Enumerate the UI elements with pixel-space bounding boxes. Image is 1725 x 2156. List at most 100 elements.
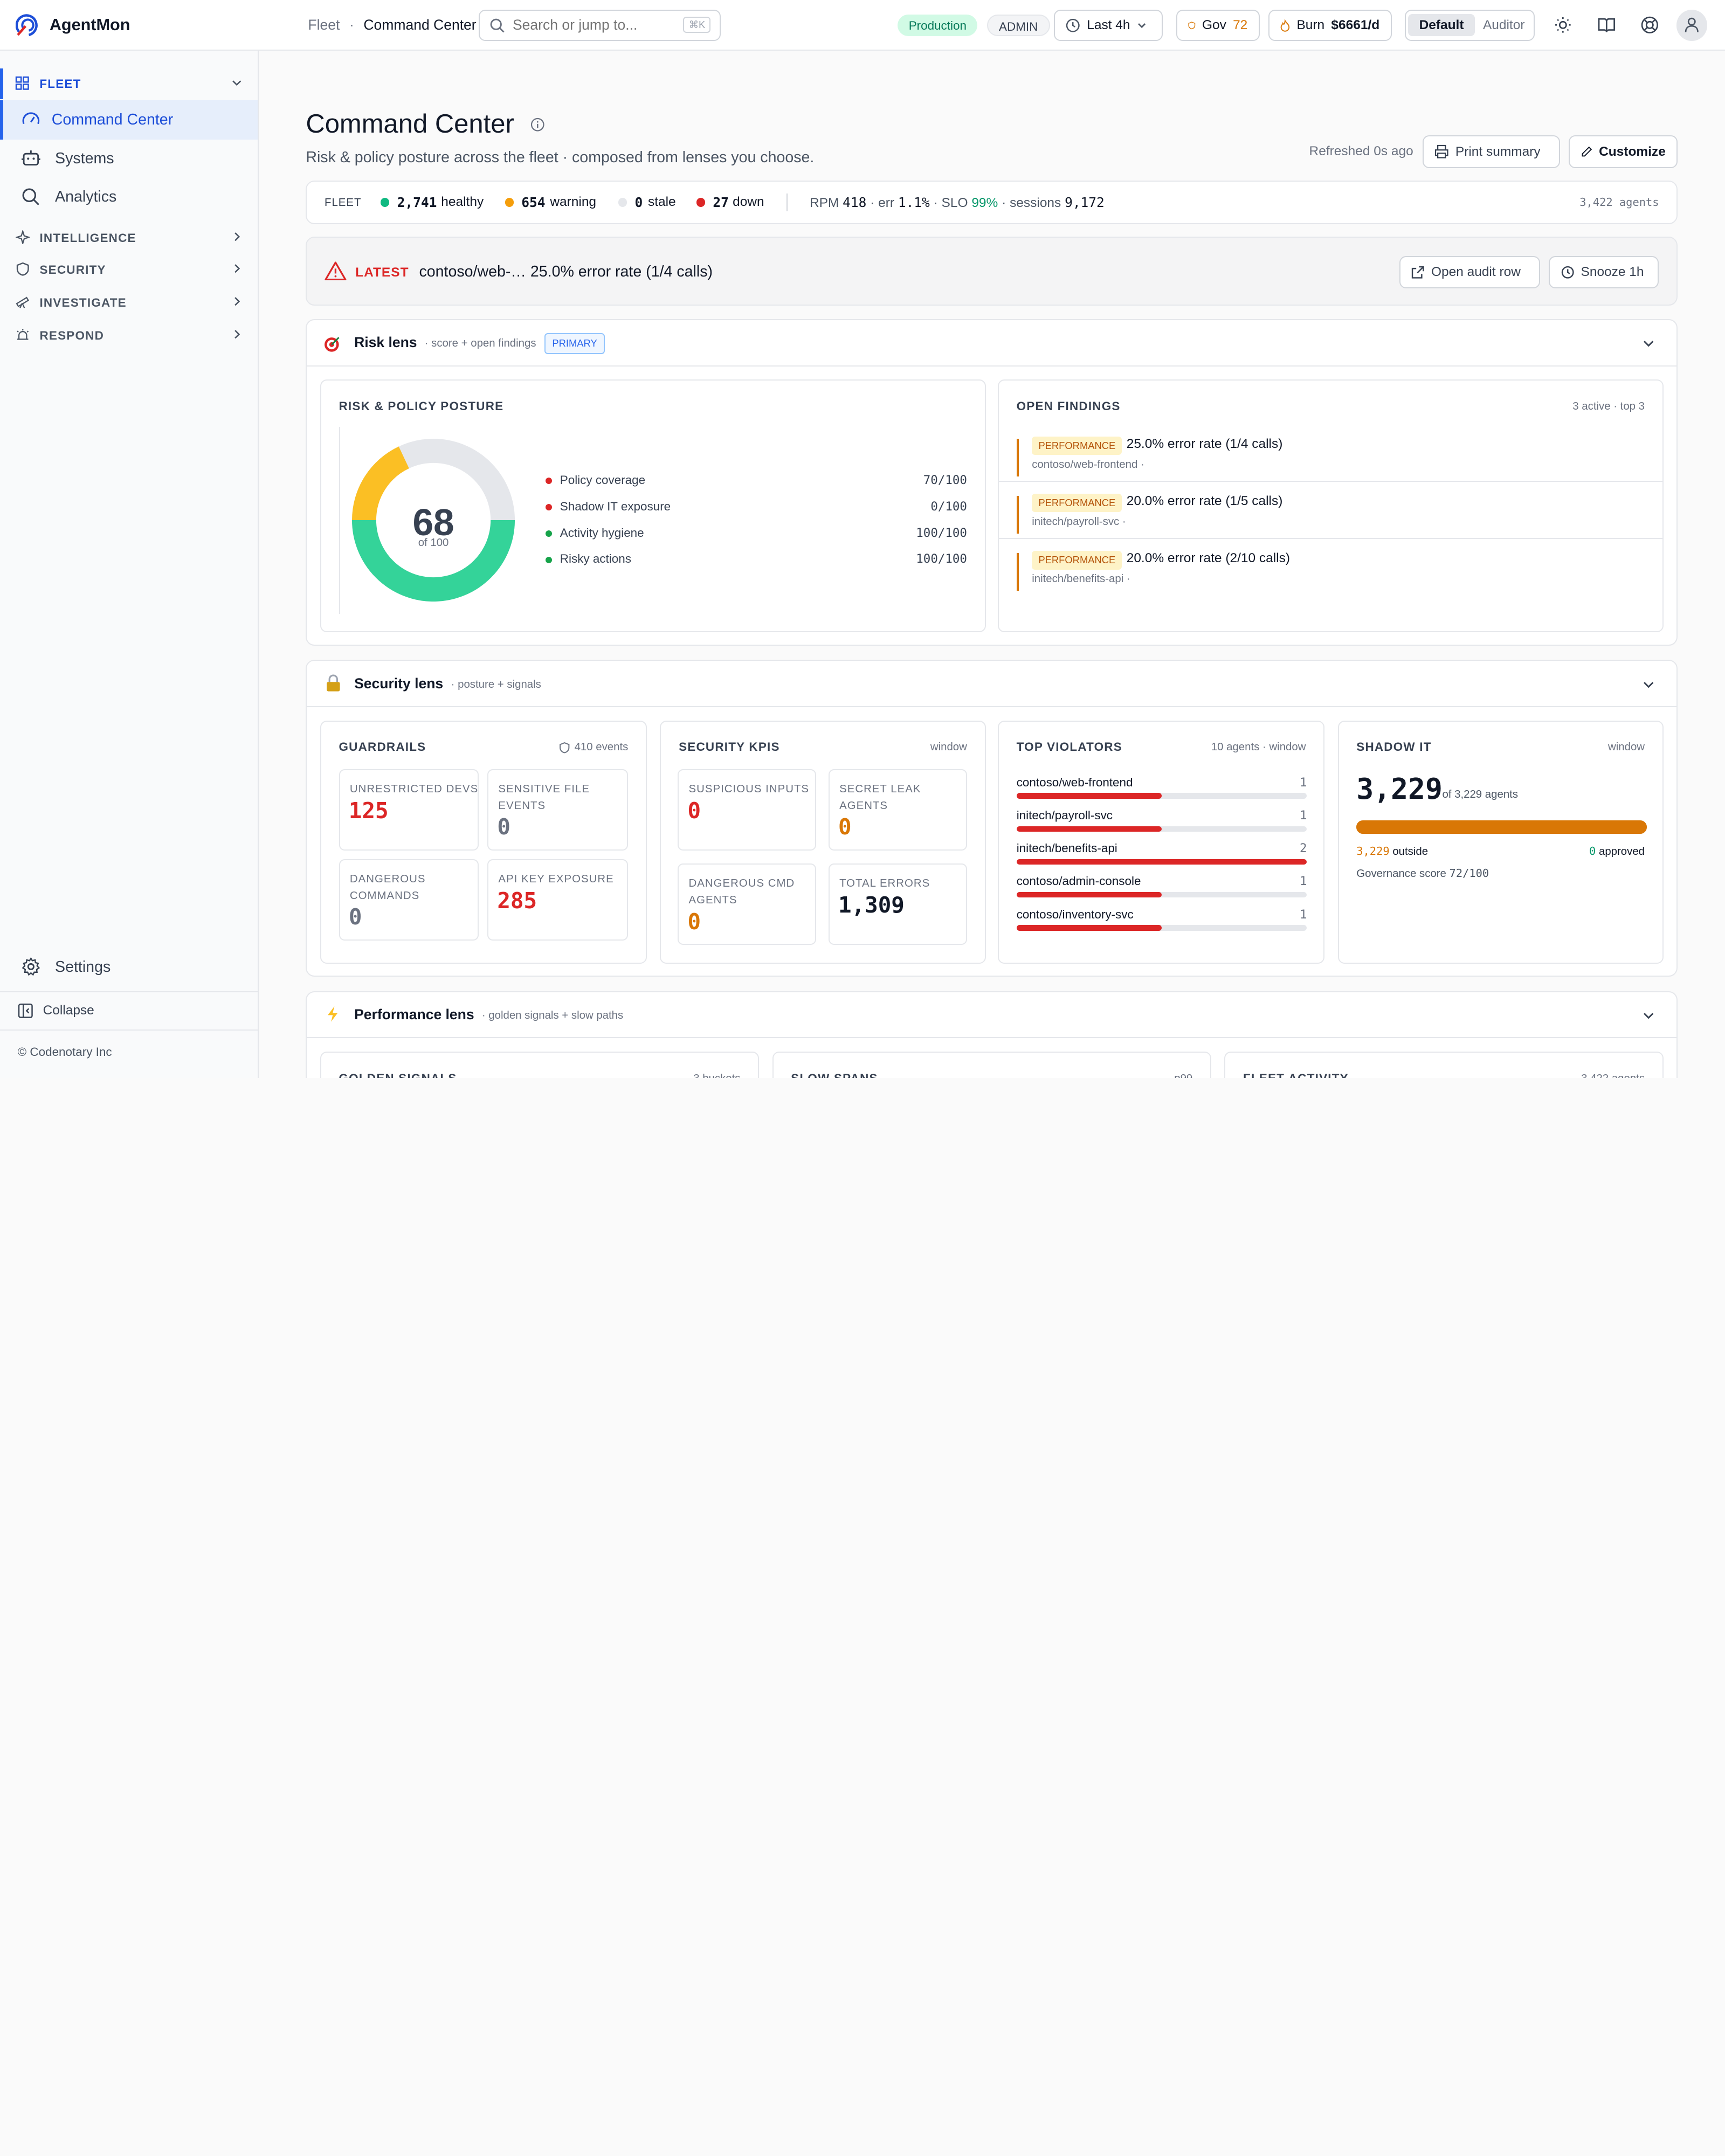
kpi-value: 0	[838, 814, 852, 840]
book-icon[interactable]	[1597, 16, 1616, 34]
sidebar-group-fleet[interactable]: FLEET	[0, 68, 258, 99]
breadcrumb-fleet[interactable]: Fleet	[308, 16, 340, 33]
kpi-tile[interactable]: SUSPICIOUS INPUTS 0	[678, 769, 817, 851]
gear-icon	[22, 957, 40, 976]
sidebar-group-respond[interactable]: RESPOND	[0, 320, 258, 351]
violator-name: contoso/inventory-svc	[1016, 907, 1134, 921]
kpi-value: 285	[497, 887, 537, 914]
performance-lens-header[interactable]: Performance lens · golden signals + slow…	[307, 992, 1677, 1039]
stale-dot	[618, 198, 627, 207]
app-logo[interactable]: AgentMon	[15, 13, 130, 37]
risk-lens-desc: · score + open findings	[424, 337, 536, 350]
view-auditor-button[interactable]: Auditor	[1482, 17, 1525, 32]
violator-bar-track	[1016, 793, 1307, 799]
finding-source: initech/payroll-svc ·	[1032, 516, 1126, 528]
chevron-down-icon[interactable]	[1643, 337, 1654, 349]
chevron-down-icon[interactable]	[1643, 679, 1654, 690]
open-audit-row-button[interactable]: Open audit row	[1399, 256, 1541, 288]
burn-label: Burn	[1296, 17, 1325, 32]
lightning-icon	[328, 1006, 338, 1022]
kpi-label: DANGEROUS COMMANDS	[349, 873, 426, 902]
finding-title: 20.0% error rate (1/5 calls)	[1126, 494, 1283, 509]
finding-item[interactable]: PERFORMANCE 20.0% error rate (2/10 calls)…	[1016, 549, 1661, 606]
burn-rate-button[interactable]: Burn $6661/d	[1268, 10, 1392, 41]
kpi-value: 0	[687, 908, 701, 935]
flame-icon	[1281, 18, 1290, 32]
finding-divider	[999, 480, 1662, 482]
security-lens-desc: · posture + signals	[451, 679, 541, 691]
sidebar-item-label: Systems	[55, 149, 114, 167]
finding-item[interactable]: PERFORMANCE 25.0% error rate (1/4 calls) c…	[1016, 434, 1661, 492]
external-link-icon	[1412, 266, 1424, 279]
open-findings-meta: 3 active · top 3	[1572, 400, 1645, 412]
violator-row[interactable]: contoso/admin-console 1	[1016, 874, 1307, 907]
shadow-outside-value: 3,229	[1356, 845, 1390, 858]
top-violators-card: TOP VIOLATORS 10 agents · window	[998, 720, 1325, 964]
finding-title: 25.0% error rate (1/4 calls)	[1126, 437, 1283, 452]
slo-label: · SLO	[933, 196, 968, 211]
gov-score-button[interactable]: Gov 72	[1176, 10, 1260, 41]
security-lens-header[interactable]: Security lens · posture + signals	[307, 661, 1677, 708]
breadcrumb: Fleet · Command Center	[308, 17, 476, 33]
chevron-down-icon[interactable]	[1643, 1010, 1654, 1021]
print-summary-button[interactable]: Print summary	[1422, 135, 1560, 169]
security-kpis-title: SECURITY KPIS	[679, 740, 780, 754]
kpi-tile[interactable]: SECRET LEAK AGENTS 0	[828, 769, 967, 851]
healthy-count: 2,741	[397, 195, 437, 211]
kpi-label: SENSITIVE FILE EVENTS	[498, 783, 590, 812]
violator-bar-fill	[1016, 925, 1162, 931]
violator-row[interactable]: initech/payroll-svc 1	[1016, 808, 1307, 841]
latest-label: LATEST	[355, 265, 409, 280]
metric-label: Policy coverage	[560, 473, 646, 487]
violator-row[interactable]: initech/benefits-api 2	[1016, 841, 1307, 874]
page-title: Command Center	[306, 109, 514, 139]
shadow-it-approved: 0 approved	[1589, 845, 1645, 858]
kpi-tile[interactable]: DANGEROUS CMD AGENTS 0	[678, 863, 817, 945]
sun-icon[interactable]	[1554, 16, 1572, 34]
kpi-tile[interactable]: SENSITIVE FILE EVENTS 0	[487, 769, 629, 851]
collapse-button[interactable]: Collapse	[18, 1003, 94, 1019]
sidebar-group-security[interactable]: SECURITY	[0, 254, 258, 285]
down-count: 27	[713, 195, 729, 211]
user-avatar[interactable]	[1676, 10, 1708, 41]
violator-row[interactable]: contoso/inventory-svc 1	[1016, 907, 1307, 941]
time-range-select[interactable]: Last 4h	[1054, 10, 1163, 41]
finding-category-tag: PERFORMANCE	[1032, 494, 1122, 513]
kpi-tile[interactable]: UNRESTRICTED DEVS 125	[339, 769, 479, 851]
customize-button[interactable]: Customize	[1569, 135, 1678, 169]
search-box[interactable]: ⌘K	[478, 10, 721, 41]
shadow-it-bar-fill	[1356, 820, 1647, 834]
sparkle-icon	[15, 230, 30, 245]
finding-item[interactable]: PERFORMANCE 20.0% error rate (1/5 calls) i…	[1016, 492, 1661, 549]
kpi-label: DANGEROUS CMD AGENTS	[688, 877, 795, 907]
telescope-icon	[16, 296, 29, 308]
golden-signals-meta: 3 buckets	[693, 1073, 740, 1078]
kpi-tile[interactable]: DANGEROUS COMMANDS 0	[339, 859, 479, 941]
shield-icon	[560, 742, 570, 754]
sidebar-item-settings[interactable]: Settings	[0, 947, 258, 986]
strip-divider	[786, 194, 788, 211]
gauge-icon	[22, 112, 39, 125]
gov-label: Gov	[1202, 17, 1226, 32]
sidebar-item-analytics[interactable]: Analytics	[0, 177, 258, 217]
info-icon[interactable]	[530, 118, 545, 132]
chevron-right-icon	[234, 232, 240, 241]
sidebar-group-investigate[interactable]: INVESTIGATE	[0, 287, 258, 318]
sidebar-group-intelligence[interactable]: INTELLIGENCE	[0, 222, 258, 253]
finding-severity-bar	[1016, 439, 1019, 476]
risk-lens-header[interactable]: Risk lens · score + open findings PRIMAR…	[307, 320, 1677, 367]
kpi-label: SUSPICIOUS INPUTS	[688, 783, 810, 795]
kpi-tile[interactable]: API KEY EXPOSURE 285	[487, 859, 629, 941]
help-lifebuoy-icon[interactable]	[1640, 16, 1659, 34]
sidebar-group-label: FLEET	[39, 77, 81, 91]
metric-value: 70/100	[923, 473, 967, 487]
view-default-button[interactable]: Default	[1408, 14, 1475, 37]
sidebar-item-systems[interactable]: Systems	[0, 139, 258, 178]
violator-row[interactable]: contoso/web-frontend 1	[1016, 776, 1307, 808]
kpi-tile[interactable]: TOTAL ERRORS 1,309	[828, 863, 967, 945]
snooze-button[interactable]: Snooze 1h	[1549, 256, 1659, 288]
sidebar-divider	[0, 1029, 258, 1031]
sidebar-item-command-center[interactable]: Command Center	[0, 100, 258, 140]
print-summary-label: Print summary	[1455, 144, 1541, 159]
search-input[interactable]	[512, 16, 678, 33]
